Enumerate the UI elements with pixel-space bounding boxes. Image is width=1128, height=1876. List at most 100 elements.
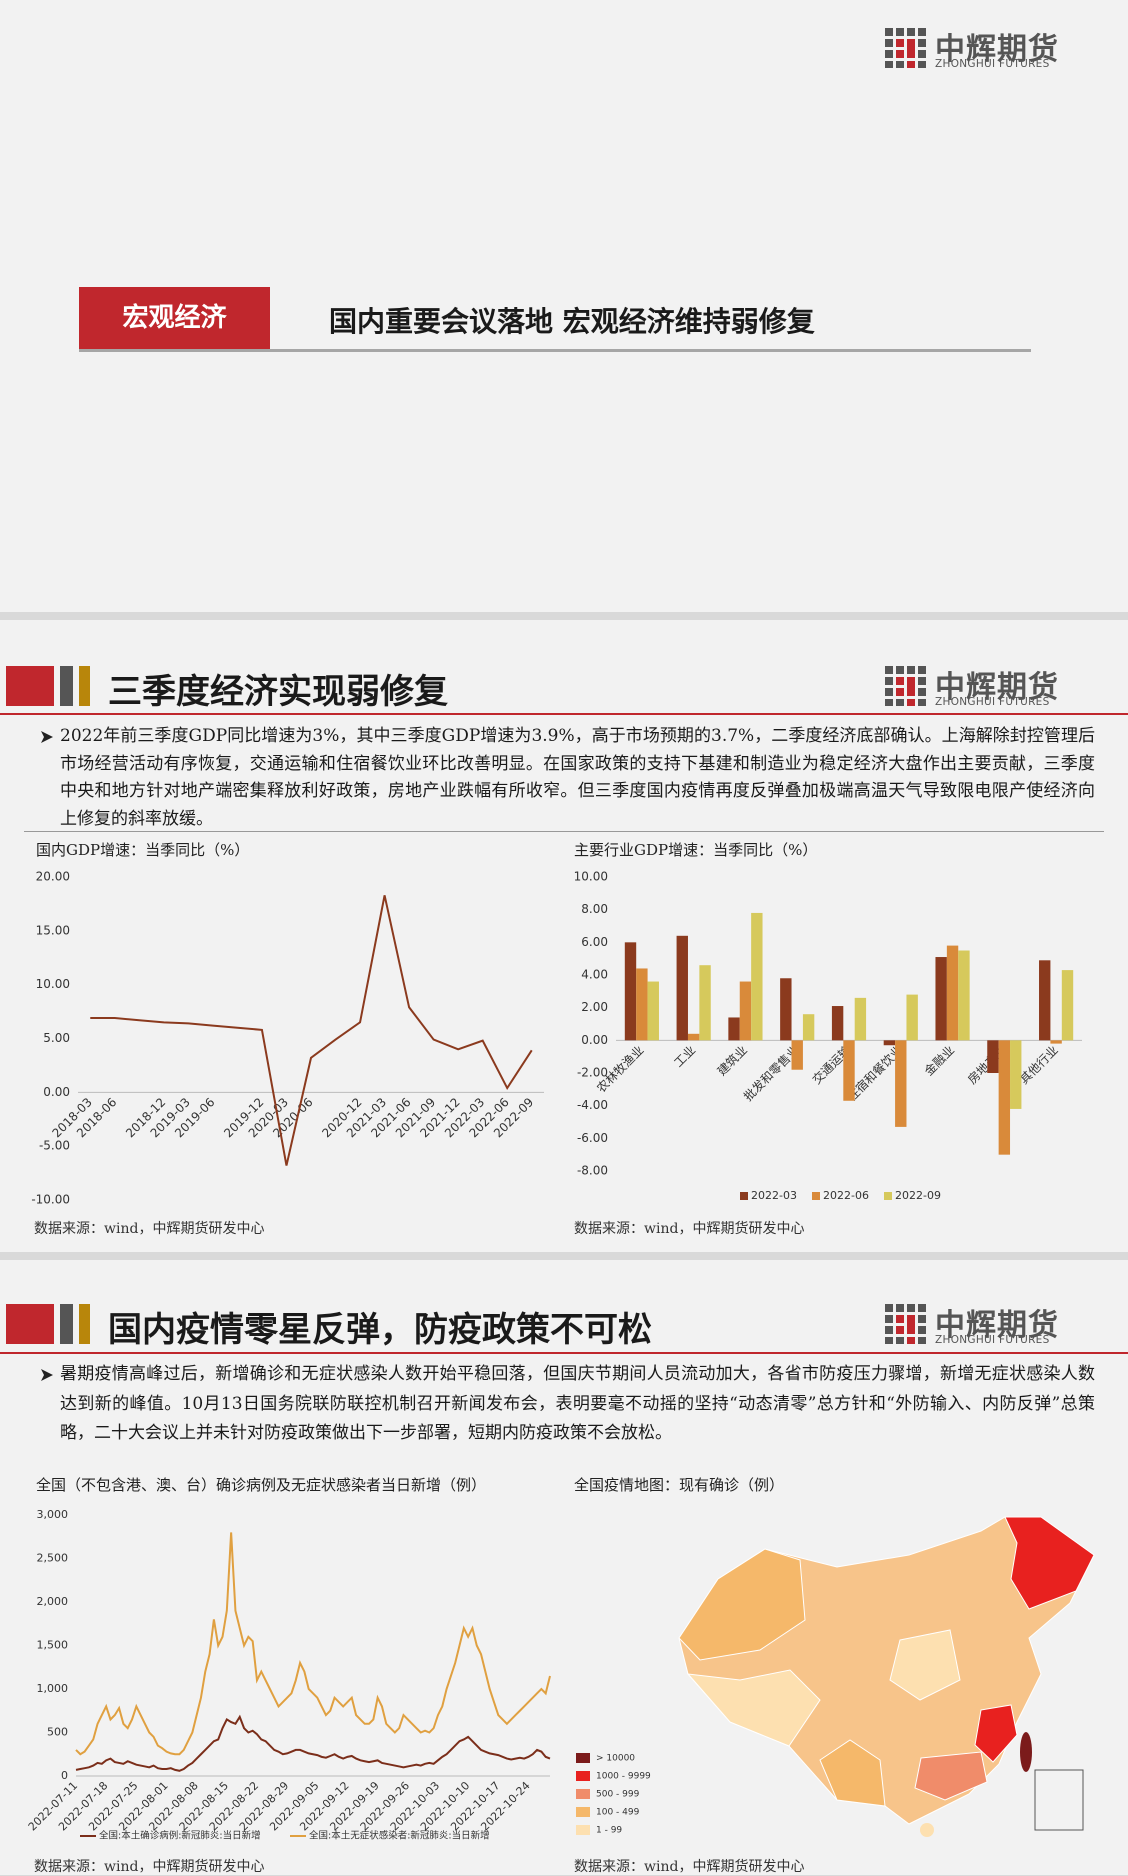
- series-line: [75, 1532, 551, 1756]
- legend-label: 2022-06: [823, 1189, 869, 1202]
- source-note: 数据来源：wind，中辉期货研发中心: [574, 1221, 805, 1237]
- x-tick-label: 其他行业: [1017, 1043, 1061, 1087]
- map-legend-label: 1 - 99: [596, 1826, 622, 1836]
- map-legend-label: 100 - 499: [596, 1808, 640, 1818]
- y-tick-label: 500: [47, 1726, 68, 1739]
- y-tick-label: 1,500: [37, 1639, 69, 1652]
- y-tick-label: -6.00: [577, 1131, 608, 1145]
- logo-name: 中辉期货: [935, 1308, 1059, 1343]
- map-legend-swatch: [576, 1771, 590, 1781]
- y-tick-label: 10.00: [574, 870, 608, 884]
- bar: [699, 965, 711, 1041]
- header-bar: [60, 1304, 73, 1344]
- bar: [802, 1014, 815, 1041]
- y-tick-label: -2.00: [577, 1066, 608, 1080]
- bar: [647, 981, 659, 1041]
- header-bar: [6, 666, 54, 706]
- legend-swatch: [812, 1192, 820, 1200]
- chart-title: 主要行业GDP增速：当季同比（%）: [574, 841, 817, 859]
- bar: [895, 1040, 907, 1127]
- bar: [1061, 970, 1074, 1041]
- chart-title: 国内GDP增速：当季同比（%）: [36, 841, 249, 859]
- bar: [636, 968, 648, 1041]
- logo: 中辉期货 ZHONGHUI FUTURES: [885, 664, 1075, 708]
- header-bar: [60, 666, 73, 706]
- y-tick-label: 3,000: [37, 1508, 69, 1521]
- header-rule: [0, 713, 1128, 715]
- y-tick-label: 8.00: [581, 902, 608, 916]
- bar: [751, 912, 763, 1041]
- map-legend-label: > 10000: [596, 1754, 635, 1764]
- title-rule: [79, 349, 1031, 352]
- x-tick-label: 建筑业: [714, 1042, 750, 1078]
- bar: [1050, 1040, 1062, 1044]
- y-tick-label: 0.00: [581, 1033, 608, 1047]
- bar: [687, 1033, 700, 1041]
- paragraph: 2022年前三季度GDP同比增速为3%，其中三季度GDP增速为3.9%，高于市场…: [60, 726, 1095, 829]
- logo-icon: [885, 1304, 926, 1344]
- map-region: [889, 1629, 961, 1701]
- bar: [906, 994, 918, 1041]
- bar: [1039, 960, 1051, 1041]
- bullet: [41, 731, 53, 743]
- y-tick-label: 0.00: [43, 1085, 70, 1099]
- bar: [791, 1040, 803, 1070]
- map-region: [678, 1548, 806, 1661]
- section-heading: 三季度经济实现弱修复: [108, 672, 448, 712]
- logo-sub: ZHONGHUI FUTURES: [935, 58, 1050, 70]
- x-tick-label: 工业: [671, 1043, 698, 1070]
- paragraph: 暑期疫情高峰过后，新增确诊和无症状感染人数开始平稳回落，但国庆节期间人员流动加大…: [60, 1364, 1095, 1443]
- bar: [854, 997, 867, 1041]
- y-tick-label: 2,000: [37, 1595, 69, 1608]
- header-bar: [79, 666, 90, 706]
- series-line: [75, 1714, 551, 1772]
- y-tick-label: 5.00: [43, 1031, 70, 1045]
- divider: [24, 831, 1104, 832]
- map-title: 全国疫情地图：现有确诊（例）: [574, 1476, 784, 1494]
- y-tick-label: 1,000: [37, 1682, 69, 1695]
- legend-swatch: [740, 1192, 748, 1200]
- bar: [946, 945, 959, 1041]
- source-note: 数据来源：wind，中辉期货研发中心: [34, 1221, 265, 1237]
- y-tick-label: 2,500: [37, 1552, 69, 1565]
- bar: [843, 1040, 855, 1101]
- bar: [831, 1006, 844, 1041]
- y-tick-label: 4.00: [581, 968, 608, 982]
- bar: [1010, 1040, 1022, 1109]
- bar: [998, 1040, 1011, 1155]
- chart-title: 全国（不包含港、澳、台）确诊病例及无症状感染者当日新增（例）: [36, 1476, 486, 1494]
- legend-label: 全国:本土确诊病例:新冠肺炎:当日新增: [99, 1830, 261, 1842]
- cover-title: 国内重要会议落地 宏观经济维持弱修复: [329, 305, 815, 338]
- logo-name: 中辉期货: [935, 670, 1059, 705]
- bar: [958, 950, 970, 1041]
- map-region: [920, 1823, 934, 1837]
- map-legend-swatch: [576, 1807, 590, 1817]
- map-legend-swatch: [576, 1825, 590, 1835]
- header-rule: [0, 1352, 1128, 1354]
- legend-label: 全国:本土无症状感染者:新冠肺炎:当日新增: [309, 1830, 490, 1842]
- map-region: [1004, 1516, 1095, 1610]
- y-tick-label: 20.00: [36, 870, 70, 884]
- legend-label: 2022-03: [751, 1189, 797, 1202]
- map-region: [974, 1704, 1018, 1763]
- logo: 中辉期货 ZHONGHUI FUTURES: [885, 26, 1075, 70]
- source-note: 数据来源：wind，中辉期货研发中心: [574, 1859, 805, 1875]
- bar: [728, 1017, 740, 1041]
- logo-icon: [885, 28, 926, 68]
- y-tick-label: -10.00: [31, 1193, 70, 1207]
- bar: [624, 942, 637, 1041]
- header-bar: [79, 1304, 90, 1344]
- bar: [987, 1040, 999, 1073]
- legend-label: 2022-09: [895, 1189, 941, 1202]
- source-note: 数据来源：wind，中辉期货研发中心: [34, 1859, 265, 1875]
- y-tick-label: -4.00: [577, 1098, 608, 1112]
- bullet: [41, 1369, 53, 1381]
- y-tick-label: -5.00: [39, 1139, 70, 1153]
- map-region: [686, 1669, 821, 1747]
- y-tick-label: 10.00: [36, 977, 70, 991]
- map-region: [1020, 1732, 1032, 1772]
- cover-slide: 中辉期货 ZHONGHUI FUTURES 宏观经济 国内重要会议落地 宏观经济…: [0, 0, 1128, 612]
- logo-sub: ZHONGHUI FUTURES: [935, 696, 1050, 708]
